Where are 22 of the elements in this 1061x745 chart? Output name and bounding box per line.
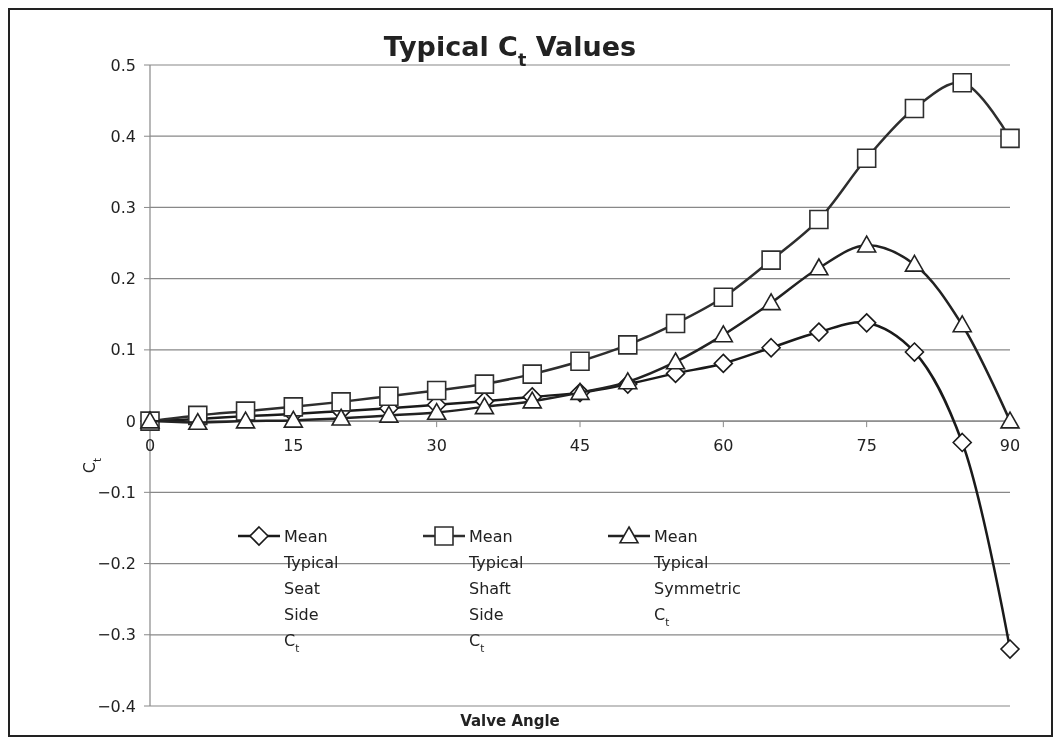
legend-label: Mean Typical Seat Side C$_{t}$ (283, 527, 339, 654)
y-tick-label: −0.3 (97, 625, 136, 645)
x-axis-title: Valve Angle (460, 712, 560, 730)
y-tick-label: 0.5 (110, 55, 136, 75)
x-tick-label: 45 (569, 436, 591, 456)
legend-label: Mean Typical Symmetric C$_{t}$ (653, 527, 741, 628)
chart-title: Typical C$_{t}$ Values (383, 31, 637, 70)
x-tick-label: 75 (856, 436, 877, 456)
y-tick-label: 0.1 (110, 340, 136, 360)
y-tick-label: 0 (125, 411, 136, 431)
y-tick-label: −0.2 (97, 554, 136, 574)
x-tick-label: 60 (713, 436, 734, 456)
x-tick-label: 90 (999, 436, 1021, 456)
y-tick-label: 0.4 (110, 126, 136, 146)
legend-label: Mean Typical Shaft Side C$_{t}$ (468, 527, 524, 654)
y-tick-label: 0.2 (110, 269, 136, 289)
x-tick-label: 15 (283, 436, 304, 456)
y-tick-label: 0.3 (110, 198, 136, 218)
x-tick-label: 0 (144, 436, 156, 456)
y-tick-label: −0.1 (97, 482, 136, 502)
x-tick-label: 30 (426, 436, 447, 456)
y-tick-label: −0.4 (97, 696, 136, 716)
